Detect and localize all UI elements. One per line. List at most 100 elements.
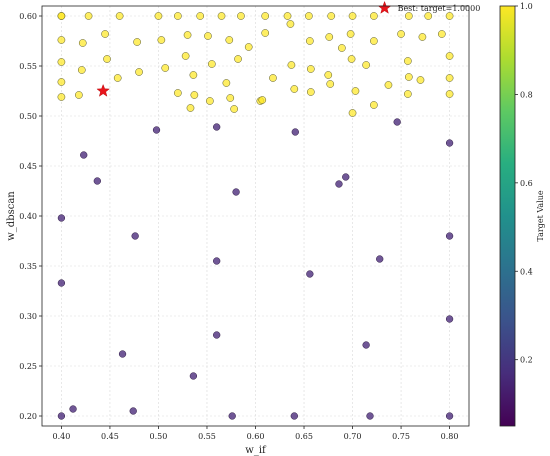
colorbar-label: Target Value [536, 190, 545, 241]
y-tick-label: 0.20 [19, 412, 37, 421]
x-tick-label: 0.80 [441, 432, 459, 441]
data-point-high [186, 104, 195, 112]
data-point-high [230, 105, 238, 113]
data-point-high [326, 80, 335, 88]
data-point-high [370, 12, 378, 20]
data-point-high [351, 87, 360, 95]
colorbar-ticks: 0.2 0.4 0.6 0.8 1.0 [515, 2, 533, 365]
colorbar-tick-label: 1.0 [520, 2, 533, 11]
y-tick-label: 0.60 [19, 12, 37, 21]
data-point-high [305, 12, 313, 20]
data-point-high [57, 36, 66, 44]
data-point-high [189, 71, 198, 79]
data-point-high [306, 65, 315, 73]
colorbar-gradient [499, 5, 516, 427]
data-point-high [217, 12, 226, 20]
data-point-high [418, 33, 427, 41]
data-point-high [404, 57, 412, 65]
data-point-high [154, 12, 163, 20]
data-point-low [366, 412, 374, 420]
x-tick-label: 0.70 [344, 432, 362, 441]
data-point-high [204, 32, 212, 40]
x-axis-label: w_if [245, 445, 267, 456]
data-point-high [115, 12, 124, 20]
data-point-high [327, 12, 336, 20]
data-point-high [404, 73, 413, 81]
data-point-low [335, 180, 343, 188]
data-point-high [445, 74, 454, 82]
data-point-low [213, 331, 221, 339]
y-tick-label: 0.55 [19, 62, 37, 71]
data-point-low [228, 412, 236, 420]
data-point-high [84, 12, 93, 20]
y-tick-label: 0.35 [19, 262, 37, 271]
data-point-high [190, 91, 199, 99]
data-point-low [80, 151, 88, 159]
data-point-high [206, 97, 214, 105]
data-point-high [113, 74, 122, 82]
data-point-high [338, 44, 346, 52]
data-point-low [69, 405, 77, 413]
best-annotation: Best: target=1.0000 [398, 4, 481, 13]
data-point-high [397, 30, 405, 38]
data-point-high [183, 31, 192, 39]
data-point-high [370, 37, 378, 45]
x-tick-label: 0.75 [392, 432, 410, 441]
data-point-high [445, 90, 454, 98]
data-point-low [57, 214, 66, 222]
data-point-high [103, 55, 111, 63]
data-point-high [237, 12, 245, 20]
data-point-high [207, 60, 216, 68]
data-point-high [244, 43, 253, 51]
data-point-high [347, 55, 356, 63]
data-point-high [133, 38, 141, 46]
y-axis-ticks: 0.20 0.25 0.30 0.35 0.40 0.45 0.50 0.55 0.60 [19, 12, 42, 421]
data-point-high [258, 96, 267, 104]
x-tick-label: 0.40 [53, 432, 71, 441]
data-point-high [445, 52, 454, 60]
data-point-low [118, 350, 127, 358]
data-point-high [445, 12, 454, 20]
data-point-high [404, 90, 412, 98]
data-point-high [225, 36, 234, 44]
x-tick-label: 0.50 [150, 432, 168, 441]
data-point-low [393, 118, 401, 126]
data-point-high [348, 109, 357, 117]
data-point-low [342, 173, 350, 181]
data-point-high [78, 39, 87, 47]
data-point-low [232, 188, 240, 196]
data-point-high [362, 61, 370, 69]
data-point-high [174, 12, 182, 20]
y-axis-label: w_dbscan [6, 191, 17, 241]
best-point-star [96, 83, 110, 97]
grid-lines [42, 6, 469, 426]
data-point-high [261, 12, 270, 20]
data-point-low [445, 232, 454, 240]
data-point-low [129, 407, 137, 415]
annotation-star [377, 0, 392, 14]
data-point-low [213, 123, 221, 131]
high-target-points [57, 12, 454, 117]
x-tick-label: 0.45 [101, 432, 119, 441]
data-point-high [57, 58, 66, 66]
data-point-high [370, 101, 378, 109]
colorbar-tick-label: 0.4 [520, 267, 533, 276]
data-point-high [416, 76, 425, 84]
data-point-high [287, 61, 296, 69]
y-tick-label: 0.45 [19, 162, 37, 171]
data-point-high [234, 55, 242, 63]
data-point-high [77, 66, 86, 74]
data-point-low [306, 270, 314, 278]
colorbar-tick-label: 0.6 [520, 179, 533, 188]
data-point-high [306, 88, 315, 96]
x-axis-ticks: 0.40 0.45 0.50 0.55 0.60 0.65 0.70 0.75 0.80 [53, 426, 459, 441]
data-point-high [346, 30, 355, 38]
colorbar-tick-label: 0.2 [520, 356, 533, 365]
data-point-high [57, 93, 66, 101]
data-point-high [325, 33, 334, 41]
colorbar-tick-label: 0.8 [520, 90, 533, 99]
data-point-high [286, 20, 295, 28]
data-point-high [384, 81, 393, 89]
data-point-high [404, 12, 413, 20]
